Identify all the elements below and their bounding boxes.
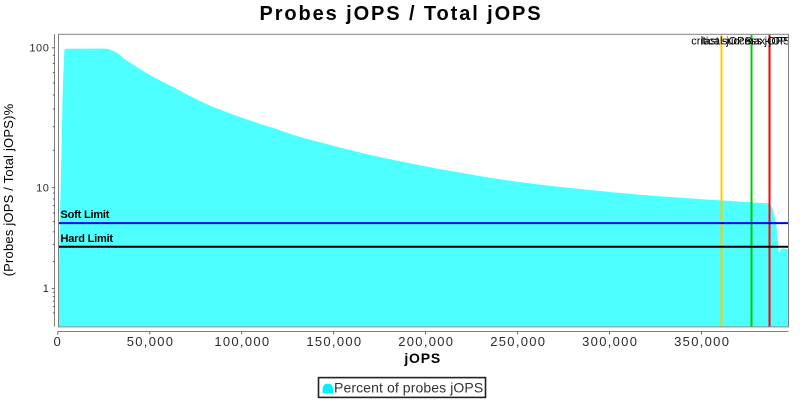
svg-text:Soft Limit: Soft Limit bbox=[61, 209, 110, 221]
svg-text:50,000: 50,000 bbox=[127, 334, 175, 349]
svg-text:Hard Limit: Hard Limit bbox=[61, 233, 114, 245]
svg-text:100: 100 bbox=[29, 43, 49, 55]
svg-text:(Probes jOPS / Total jOPS)%: (Probes jOPS / Total jOPS)% bbox=[1, 103, 16, 276]
svg-text:200,000: 200,000 bbox=[398, 334, 454, 349]
svg-text:1: 1 bbox=[43, 283, 50, 295]
svg-text:last success jOPS: last success jOPS bbox=[702, 36, 791, 48]
svg-text:350,000: 350,000 bbox=[674, 334, 730, 349]
svg-text:max-jOPS: max-jOPS bbox=[744, 36, 794, 48]
svg-text:Probes jOPS / Total jOPS: Probes jOPS / Total jOPS bbox=[259, 3, 542, 25]
svg-text:300,000: 300,000 bbox=[582, 334, 638, 349]
svg-text:jOPS: jOPS bbox=[403, 350, 441, 366]
svg-text:100,000: 100,000 bbox=[214, 334, 270, 349]
svg-text:150,000: 150,000 bbox=[306, 334, 362, 349]
svg-text:Percent of probes jOPS: Percent of probes jOPS bbox=[334, 379, 483, 395]
svg-text:250,000: 250,000 bbox=[490, 334, 546, 349]
svg-text:critical-jOPS: critical-jOPS bbox=[691, 36, 752, 48]
svg-text:0: 0 bbox=[54, 334, 63, 349]
svg-text:10: 10 bbox=[36, 183, 49, 195]
